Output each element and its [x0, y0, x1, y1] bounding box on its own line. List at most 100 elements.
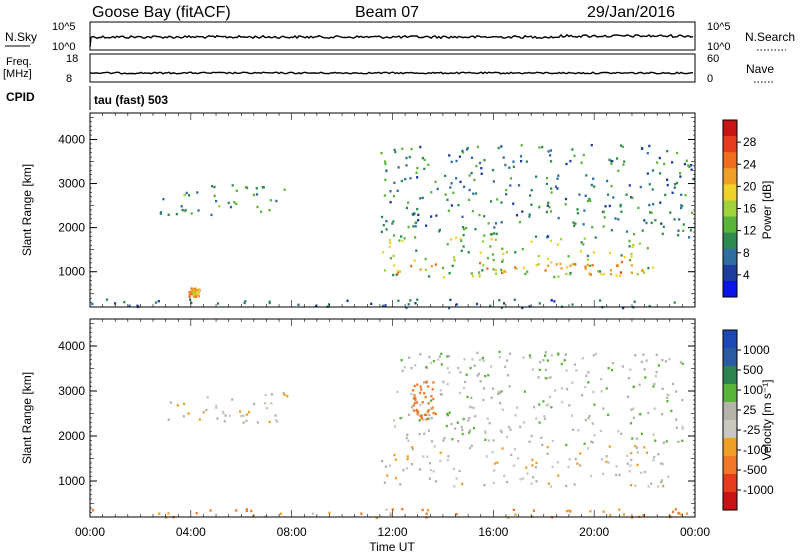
heatmap-cell [193, 295, 196, 299]
y-tick-label: 4000 [58, 132, 85, 146]
colorbar-tick-label: 28 [743, 135, 757, 149]
x-tick-label: 12:00 [377, 525, 407, 539]
heatmap-cell [546, 403, 550, 406]
heatmap-cell [587, 381, 590, 384]
heatmap-cell [415, 408, 418, 412]
heatmap-cell [529, 194, 532, 197]
heatmap-cell [592, 390, 595, 394]
heatmap-cell [509, 184, 512, 187]
heatmap-cell [590, 440, 593, 443]
heatmap-cell [181, 208, 184, 212]
heatmap-cell [650, 211, 653, 214]
heatmap-cell [457, 204, 460, 207]
heatmap-cell [650, 221, 653, 225]
heatmap-cell [482, 264, 485, 267]
heatmap-cell [396, 189, 399, 192]
heatmap-cell [578, 193, 581, 196]
heatmap-cell [538, 421, 541, 424]
heatmap-cell [584, 385, 587, 389]
heatmap-cell [546, 452, 549, 455]
heatmap-cell [114, 302, 117, 305]
heatmap-cell [388, 239, 391, 242]
heatmap-cell [538, 206, 541, 209]
heatmap-cell [557, 275, 560, 278]
heatmap-cell [544, 269, 547, 272]
heatmap-cell [157, 300, 160, 303]
heatmap-cell [393, 148, 396, 152]
heatmap-cell [218, 205, 221, 208]
heatmap-cell [432, 411, 435, 415]
heatmap-cell [523, 390, 526, 393]
heatmap-cell [641, 269, 644, 272]
heatmap-cell [674, 508, 677, 511]
heatmap-cell [408, 413, 411, 417]
heatmap-cell [630, 255, 633, 258]
heatmap-cell [425, 224, 428, 227]
heatmap-cell [461, 149, 464, 153]
heatmap-cell [653, 407, 656, 410]
heatmap-cell [522, 266, 525, 269]
heatmap-cell [545, 182, 548, 186]
heatmap-cell [470, 272, 473, 275]
heatmap-cell [602, 407, 605, 410]
freq-tick-bottom: 8 [66, 73, 72, 85]
velocity-ylabel: Slant Range [km] [20, 372, 34, 464]
heatmap-cell [672, 382, 675, 386]
heatmap-cell [430, 265, 433, 268]
heatmap-cell [467, 251, 470, 254]
heatmap-cell [635, 446, 639, 449]
heatmap-cell [481, 269, 484, 272]
heatmap-cell [557, 474, 560, 477]
heatmap-cell [647, 266, 650, 270]
heatmap-cell [601, 472, 605, 475]
heatmap-cell [619, 205, 622, 208]
heatmap-cell [582, 153, 585, 157]
y-tick-label: 3000 [58, 177, 85, 191]
heatmap-cell [508, 385, 511, 388]
heatmap-cell [465, 373, 468, 376]
heatmap-cell [544, 377, 547, 380]
heatmap-cell [244, 186, 247, 189]
nsearch-tick-bottom: 10^0 [707, 41, 731, 53]
heatmap-cell [566, 266, 569, 269]
heatmap-cell [461, 432, 464, 436]
heatmap-cell [472, 192, 475, 195]
heatmap-cell [649, 211, 652, 214]
heatmap-cell [647, 485, 650, 488]
heatmap-cell [605, 455, 608, 458]
heatmap-cell [403, 365, 406, 369]
heatmap-cell [564, 197, 568, 201]
heatmap-cell [550, 261, 553, 264]
heatmap-cell [452, 256, 456, 259]
heatmap-cell [629, 464, 632, 467]
heatmap-cell [642, 271, 646, 274]
heatmap-cell [448, 411, 451, 414]
heatmap-cell [423, 158, 426, 162]
heatmap-cell [557, 174, 560, 177]
heatmap-cell [405, 164, 408, 167]
heatmap-cell [470, 396, 473, 399]
heatmap-cell [410, 392, 413, 396]
heatmap-cell [180, 205, 183, 208]
heatmap-cell [656, 161, 659, 164]
heatmap-cell [655, 370, 658, 374]
heatmap-cell [506, 435, 509, 439]
heatmap-cell [471, 209, 474, 213]
heatmap-cell [197, 292, 200, 296]
heatmap-cell [399, 483, 402, 486]
heatmap-cell [423, 413, 426, 416]
heatmap-cell [475, 164, 478, 168]
heatmap-cell [484, 374, 487, 378]
heatmap-cell [569, 159, 572, 163]
heatmap-cell [681, 362, 684, 365]
heatmap-cell [396, 390, 399, 394]
heatmap-cell [667, 393, 670, 396]
heatmap-cell [274, 414, 277, 417]
heatmap-cell [673, 183, 677, 186]
x-tick-label: 20:00 [579, 525, 609, 539]
heatmap-cell [673, 218, 676, 221]
heatmap-cell [551, 439, 554, 443]
heatmap-cell [545, 176, 549, 180]
heatmap-cell [448, 271, 451, 275]
heatmap-cell [188, 194, 191, 197]
